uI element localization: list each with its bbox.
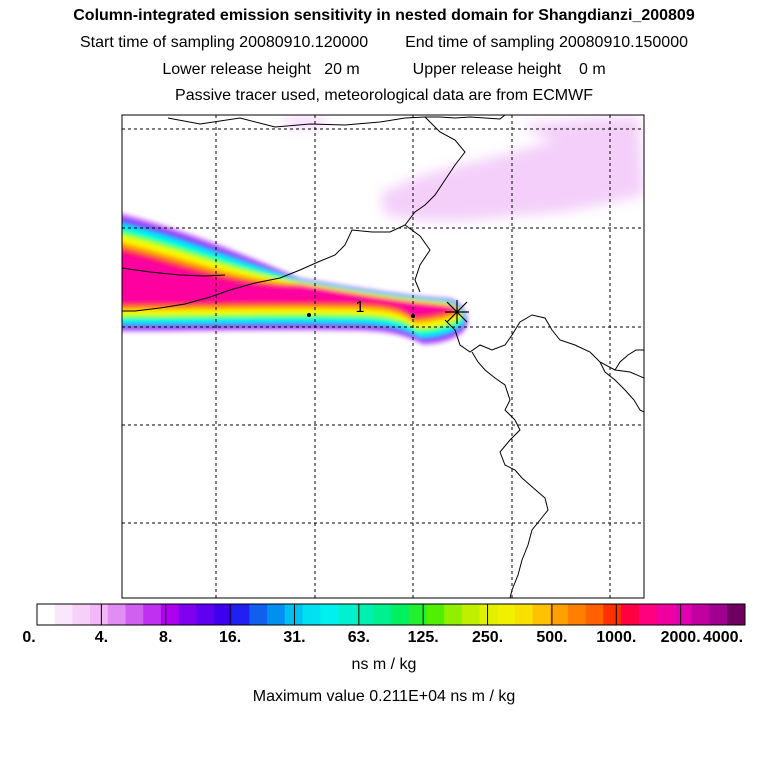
colorbar-tick-label: 250. xyxy=(471,629,504,646)
colorbar-cell xyxy=(231,604,250,625)
colorbar-tick-label: 0. xyxy=(22,629,36,646)
map-title: Column-integrated emission sensitivity i… xyxy=(73,7,695,24)
colorbar-cell xyxy=(284,604,303,625)
trajectory-point xyxy=(307,313,311,317)
colorbar-cell xyxy=(727,604,746,625)
colorbar-dividers xyxy=(100,604,682,625)
tracer-note: Passive tracer used, meteorological data… xyxy=(175,87,593,104)
colorbar-cell xyxy=(72,604,91,625)
colorbar-cell xyxy=(90,604,109,625)
colorbar-cell xyxy=(568,604,587,625)
colorbar-tick-label: 500. xyxy=(536,629,568,646)
colorbar-cell xyxy=(550,604,569,625)
plume-band xyxy=(122,253,456,315)
colorbar-tick-label: 4. xyxy=(94,629,109,646)
colorbar-cell xyxy=(444,604,463,625)
colorbar-cell xyxy=(267,604,286,625)
colorbar-cell xyxy=(302,604,321,625)
colorbar-cell xyxy=(691,604,711,625)
colorbar-cell xyxy=(373,604,392,625)
lat-lon-grid xyxy=(122,115,644,598)
colorbar-cell xyxy=(355,604,374,625)
start-time-label: Start time of sampling 20080910.120000 xyxy=(80,34,369,51)
colorbar-cell xyxy=(497,604,516,625)
receptor-site-marker xyxy=(445,300,469,324)
colorbar-cell xyxy=(532,604,551,625)
colorbar-cell xyxy=(603,604,622,625)
colorbar-cell xyxy=(107,604,126,625)
colorbar-cell xyxy=(337,604,357,625)
colorbar-cell xyxy=(585,604,604,625)
colorbar-tick-label: 125. xyxy=(407,629,439,646)
colorbar-tick-label: 4000. xyxy=(702,629,744,646)
colorbar-cell xyxy=(621,604,640,625)
colorbar-tick-label: 31. xyxy=(283,629,306,646)
trajectory-point xyxy=(411,314,415,318)
colorbar-tick-label: 8. xyxy=(159,629,173,646)
colorbar-units: ns m / kg xyxy=(351,656,417,673)
maximum-value-label: Maximum value 0.211E+04 ns m / kg xyxy=(252,688,516,705)
colorbar-cell xyxy=(178,604,197,625)
colorbar-cells xyxy=(37,604,746,625)
colorbar-cell xyxy=(54,604,73,625)
colorbar-cell xyxy=(249,604,268,625)
colorbar-cell xyxy=(514,604,534,625)
colorbar-tick-label: 16. xyxy=(218,629,242,646)
colorbar-tick-label: 2000. xyxy=(660,629,701,646)
emission-sensitivity-plume xyxy=(122,213,468,345)
colorbar-cell xyxy=(391,604,410,625)
colorbar-cell xyxy=(160,604,180,625)
colorbar-tick-label: 63. xyxy=(347,629,370,646)
colorbar-cell xyxy=(709,604,728,625)
colorbar-tick-label: 1000. xyxy=(596,629,637,646)
borders-and-coastlines xyxy=(122,115,644,598)
colorbar-cell xyxy=(320,604,339,625)
colorbar-cell xyxy=(461,604,480,625)
colorbar-cell xyxy=(143,604,162,625)
colorbar-cell xyxy=(656,604,675,625)
release-marker-label: 1 xyxy=(356,299,365,316)
release-heights: Lower release height 20 m Upper release … xyxy=(0,61,768,79)
colorbar-cell xyxy=(426,604,445,625)
upper-height-label: Upper release height 0 m xyxy=(412,61,606,78)
colorbar-cell xyxy=(638,604,657,625)
sampling-times: Start time of sampling 20080910.120000 E… xyxy=(0,34,768,52)
lower-height-label: Lower release height 20 m xyxy=(162,61,360,78)
map-frame xyxy=(121,114,645,599)
colorbar-cell xyxy=(214,604,233,625)
end-time-label: End time of sampling 20080910.150000 xyxy=(405,34,688,51)
colorbar-cell xyxy=(408,604,427,625)
colorbar-cell xyxy=(125,604,144,625)
colorbar-frame xyxy=(36,603,746,626)
colorbar-cell xyxy=(479,604,498,625)
colorbar-cell xyxy=(196,604,215,625)
colorbar-cell xyxy=(674,604,693,625)
colorbar-cell xyxy=(37,604,56,625)
